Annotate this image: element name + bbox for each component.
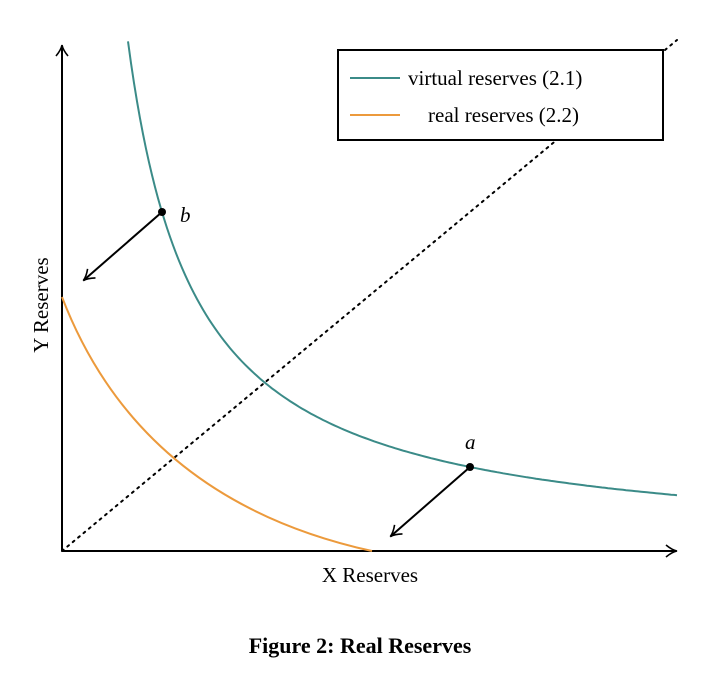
real-reserves-curve: [61, 296, 373, 552]
point-label: a: [465, 430, 476, 454]
caption: Figure 2: Real Reserves: [249, 633, 472, 658]
point-a: [466, 463, 474, 471]
virtual-reserves-curve: [127, 41, 678, 497]
legend-label: real reserves (2.2): [428, 103, 579, 127]
point-b: [158, 208, 166, 216]
x-axis-label: X Reserves: [322, 563, 418, 587]
legend-label: virtual reserves (2.1): [408, 66, 582, 90]
point-label: b: [180, 203, 191, 227]
arrow-b: [82, 211, 163, 282]
y-axis-label: Y Reserves: [29, 257, 53, 352]
legend-box: [337, 49, 664, 141]
arrow-a: [389, 466, 471, 538]
